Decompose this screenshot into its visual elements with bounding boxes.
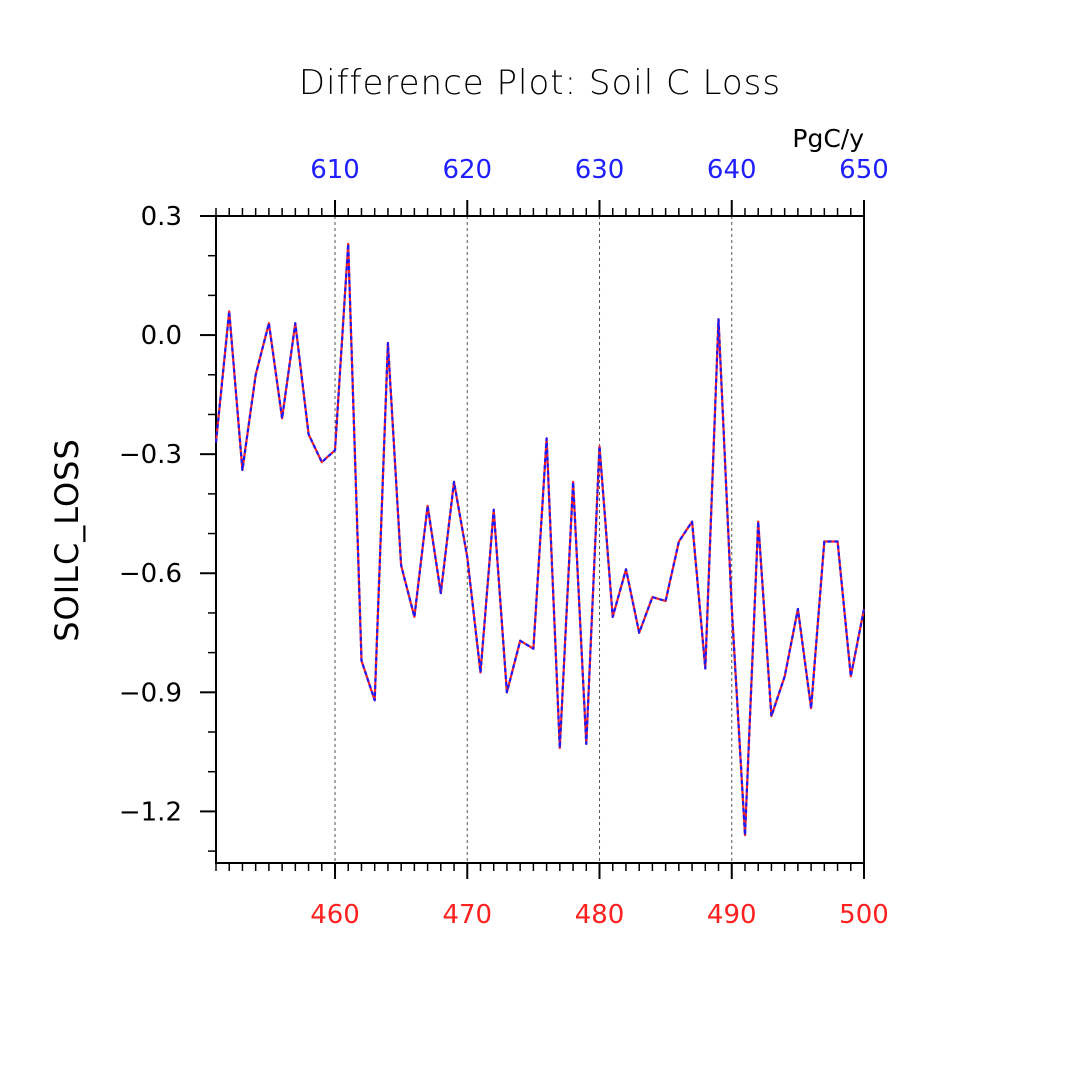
series-line-red	[214, 242, 866, 837]
x-top-tick-label: 620	[442, 155, 492, 185]
y-tick-label: −0.9	[119, 678, 182, 708]
x-bottom-tick-label: 460	[310, 900, 360, 930]
y-tick-label: 0.3	[141, 202, 182, 232]
y-axis-label: SOILC_LOSS	[48, 438, 86, 642]
x-top-tick-label: 640	[707, 155, 757, 185]
x-top-tick-label: 630	[575, 155, 625, 185]
data-lines	[214, 242, 866, 837]
y-tick-labels: 0.3 0.0 −0.3 −0.6 −0.9 −1.2	[119, 202, 182, 827]
x-bottom-tick-label: 490	[707, 900, 757, 930]
x-bottom-tick-labels: 460 470 480 490 500	[310, 900, 889, 930]
vertical-gridlines	[334, 216, 733, 863]
plot-frame	[215, 215, 865, 864]
y-tick-label: 0.0	[141, 321, 182, 351]
x-bottom-tick-label: 480	[575, 900, 625, 930]
x-bottom-tick-label: 500	[839, 900, 889, 930]
units-label: PgC/y	[792, 124, 864, 153]
x-top-tick-label: 650	[839, 155, 889, 185]
y-tick-label: −0.6	[119, 559, 182, 589]
major-ticks	[200, 200, 865, 879]
y-tick-label: −0.3	[119, 440, 182, 470]
chart-title: Difference Plot: Soil C Loss	[299, 63, 781, 103]
x-top-tick-labels: 610 620 630 640 650	[310, 155, 889, 185]
x-top-tick-label: 610	[310, 155, 360, 185]
y-tick-label: −1.2	[119, 797, 182, 827]
series-line-blue	[214, 242, 866, 837]
x-bottom-tick-label: 470	[442, 900, 492, 930]
minor-ticks	[208, 208, 852, 871]
